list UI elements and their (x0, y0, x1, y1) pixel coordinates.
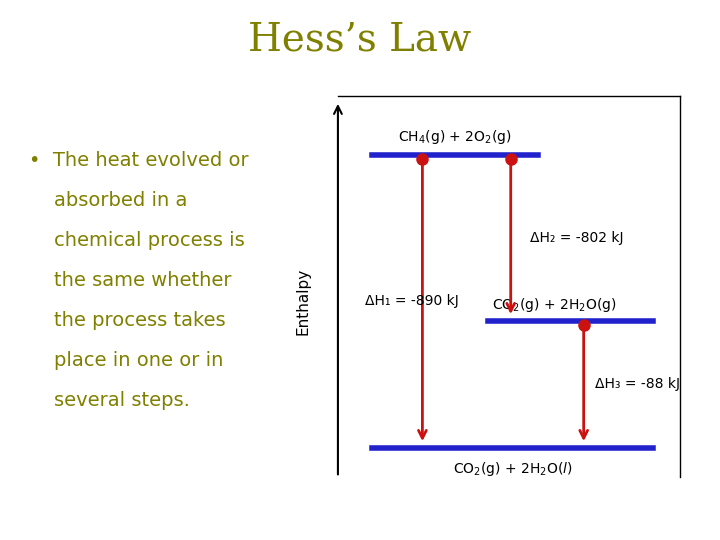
Text: CO$_2$(g) + 2H$_2$O($l$): CO$_2$(g) + 2H$_2$O($l$) (453, 460, 572, 478)
Text: the process takes: the process takes (29, 311, 225, 330)
Text: CO$_2$(g) + 2H$_2$O(g): CO$_2$(g) + 2H$_2$O(g) (492, 296, 616, 314)
Text: chemical process is: chemical process is (29, 231, 245, 250)
Text: ΔH₁ = -890 kJ: ΔH₁ = -890 kJ (365, 294, 459, 308)
Text: Enthalpy: Enthalpy (296, 268, 311, 335)
Text: •  The heat evolved or: • The heat evolved or (29, 151, 248, 170)
Text: CH$_4$(g) + 2O$_2$(g): CH$_4$(g) + 2O$_2$(g) (398, 128, 512, 146)
Text: the same whether: the same whether (29, 271, 231, 290)
Text: absorbed in a: absorbed in a (29, 191, 187, 210)
Text: place in one or in: place in one or in (29, 351, 223, 370)
Text: several steps.: several steps. (29, 391, 189, 410)
Text: ΔH₃ = -88 kJ: ΔH₃ = -88 kJ (595, 377, 680, 392)
Text: Hess’s Law: Hess’s Law (248, 22, 472, 59)
Text: ΔH₂ = -802 kJ: ΔH₂ = -802 kJ (530, 231, 624, 245)
